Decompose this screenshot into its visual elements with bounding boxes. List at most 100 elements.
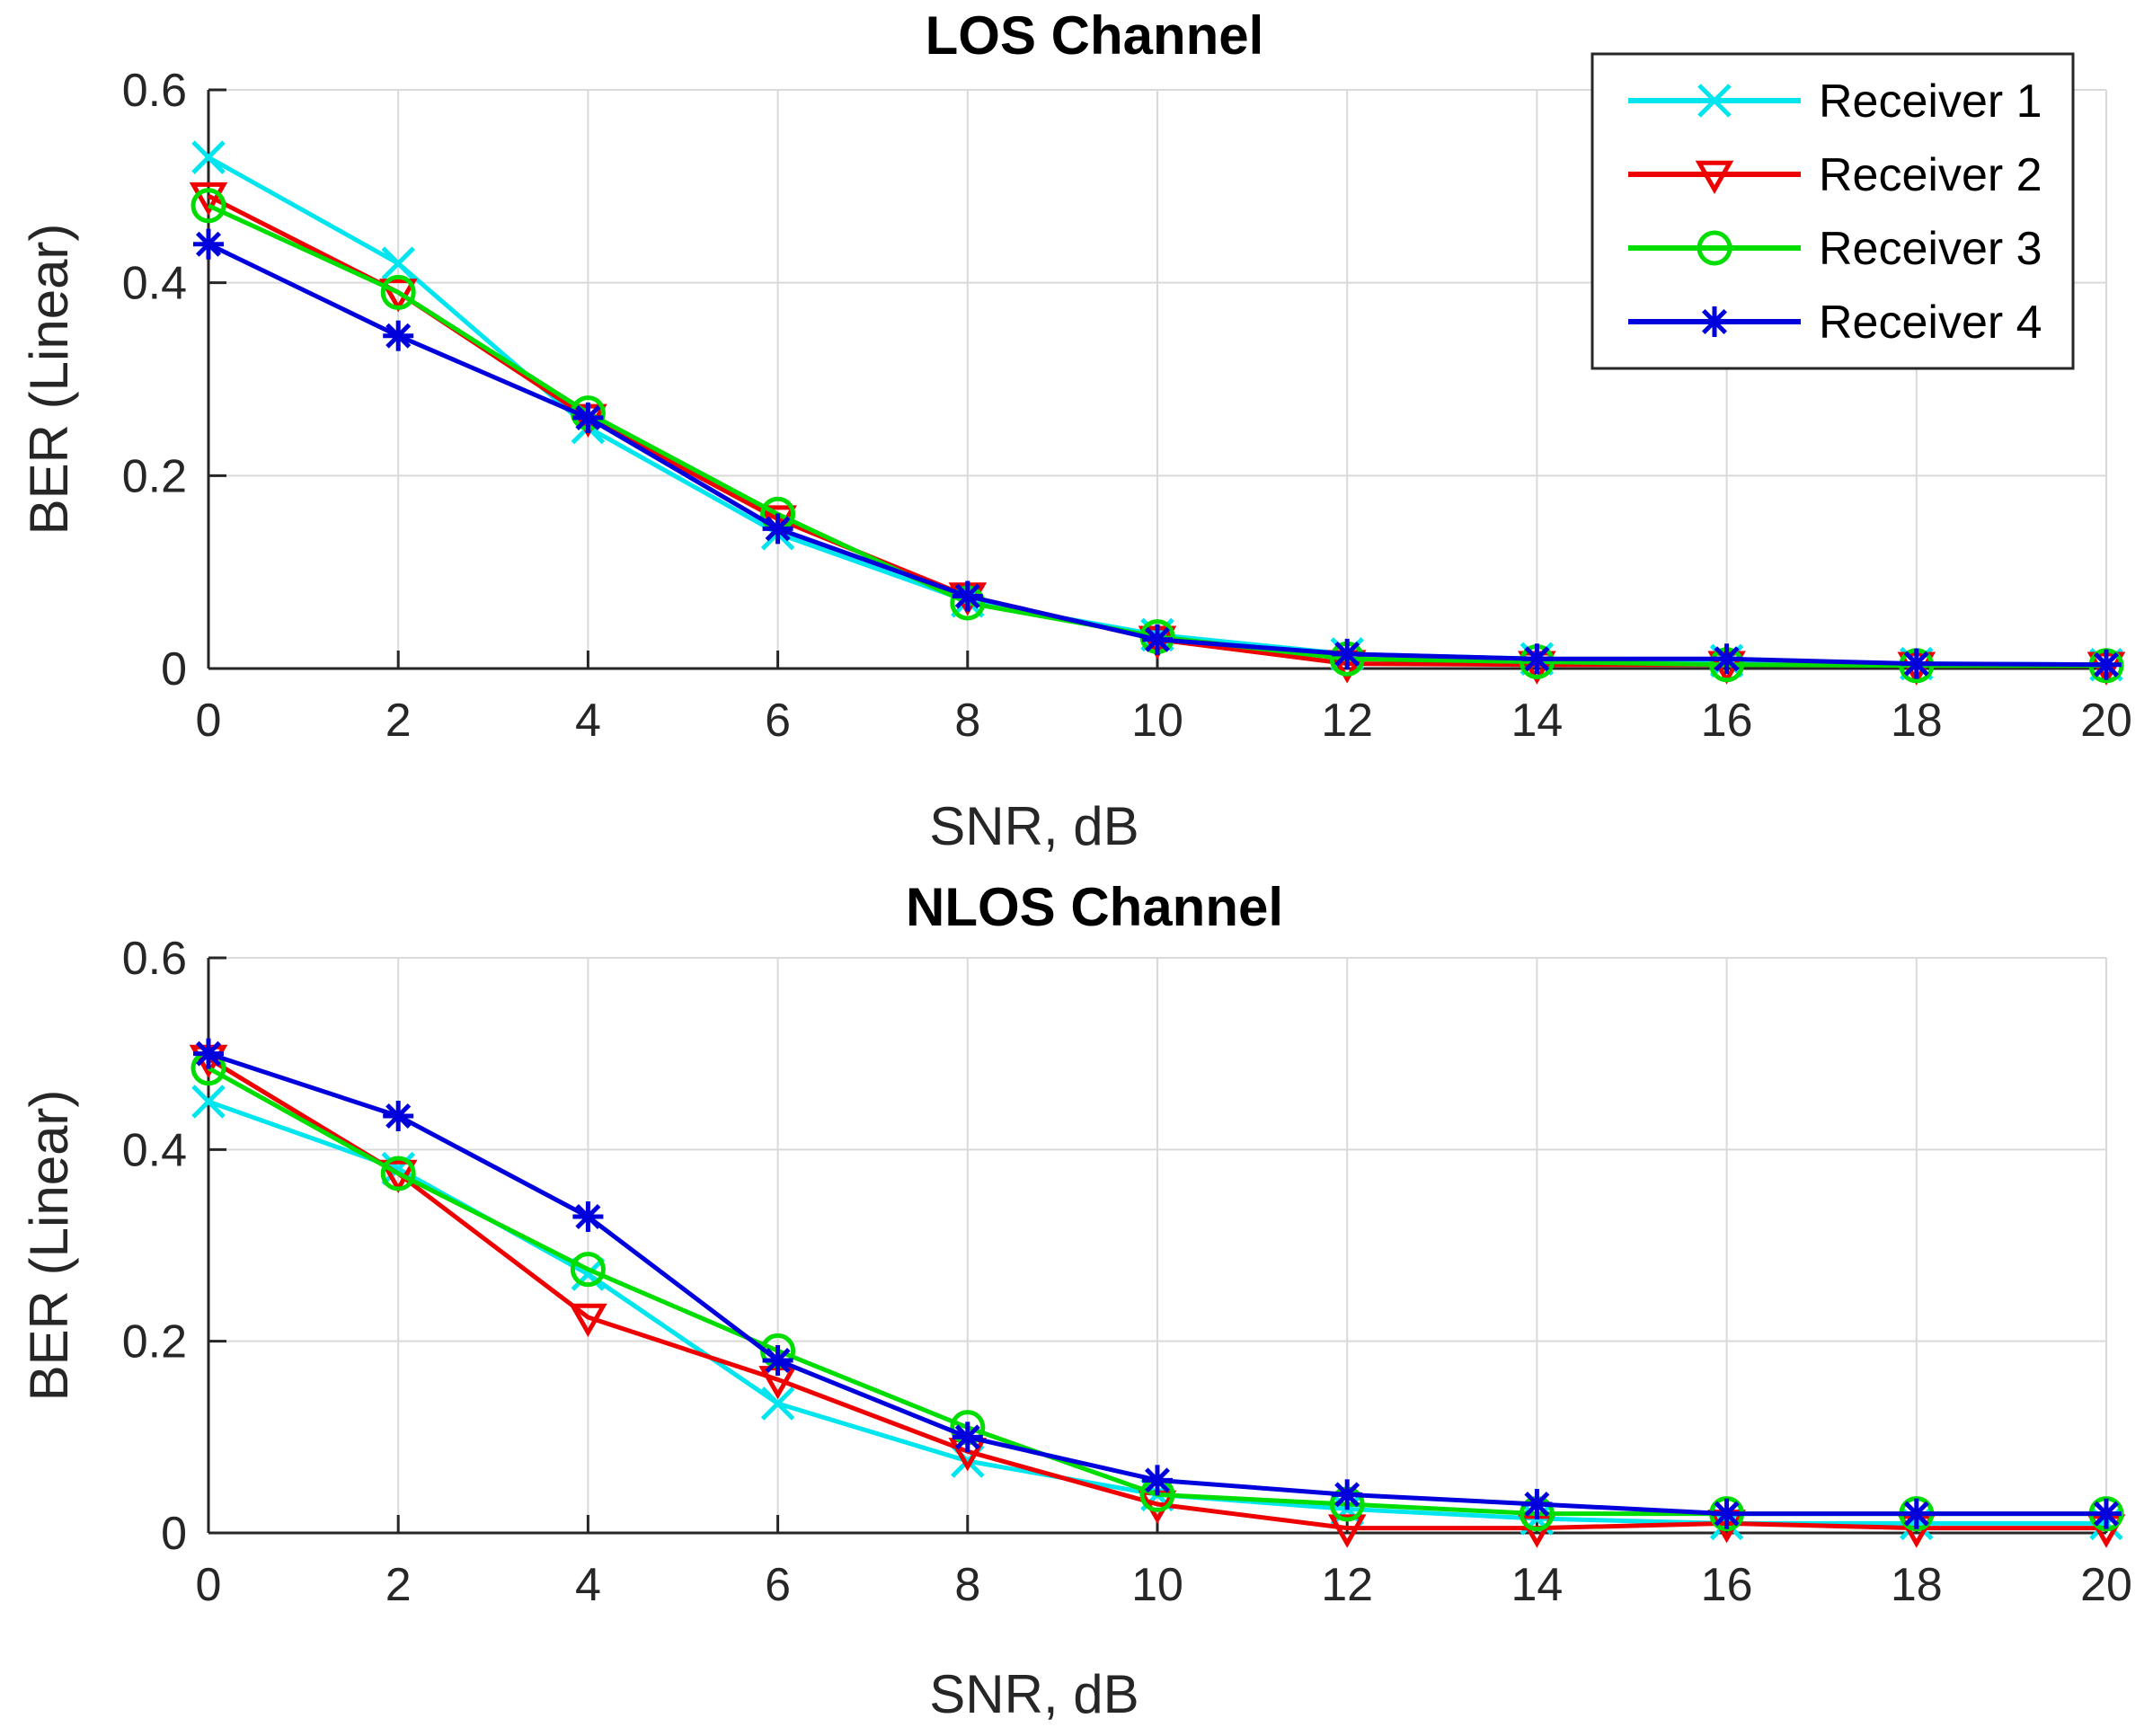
- panel-los-channel-series-receiver-4-point-20-stroke-b: [2093, 651, 2120, 678]
- panel-nlos-channel-x-tick-label-12: 12: [1321, 1559, 1373, 1611]
- panel-los-channel-series-receiver-4-point-2-stroke-b: [385, 323, 412, 349]
- panel-los-channel-legend-entry-receiver-3-marker: [1697, 230, 1732, 266]
- panel-los-channel-series-receiver-4-point-18-stroke-b: [1903, 651, 1929, 677]
- panel-los-channel-legend-entry-receiver-2-marker-shape: [1695, 160, 1734, 195]
- panel-los-channel-series-receiver-1-point-2-stroke-b: [381, 246, 415, 280]
- panel-nlos-channel-series-receiver-4-point-0: [193, 1038, 224, 1069]
- panel-los-channel-series-receiver-4-point-14-stroke-b: [1524, 646, 1550, 672]
- panel-nlos-channel-series-receiver-4-point-12-stroke-b: [1334, 1482, 1360, 1508]
- panel-nlos-channel-x-tick-label-4: 4: [575, 1559, 601, 1611]
- panel-los-channel-series-receiver-1-point-0: [191, 140, 226, 174]
- panel-nlos-channel-series-receiver-4-point-2: [383, 1101, 414, 1131]
- panel-nlos-channel-x-tick-label-10: 10: [1131, 1559, 1183, 1611]
- panel-los-channel-series-receiver-4-point-8-stroke-b: [954, 583, 980, 609]
- nlos-channel-plot: 0 2 4 6 8 10 12 14 16 18 20 0 0.2 0.4 0.6 NLOS Channel S…: [19, 877, 2132, 1724]
- panel-los-channel-y-tick-label-0-2: 0.2: [122, 450, 187, 502]
- panel-los-channel-series-receiver-3-point-0-shape: [190, 188, 226, 224]
- panel-los-channel-legend-entry-receiver-1-marker: [1697, 84, 1732, 118]
- panel-nlos-channel-series-receiver-4-point-14-stroke-b: [1524, 1491, 1550, 1518]
- panel-nlos-channel-x-tick-label-20: 20: [2080, 1559, 2132, 1611]
- panel-nlos-channel-x-tick-label-18: 18: [1891, 1559, 1943, 1611]
- panel-los-channel-legend-entry-receiver-4-marker-stroke-b: [1701, 308, 1728, 335]
- panel-los-channel-series-receiver-3-point-2-shape: [380, 274, 416, 310]
- panel-nlos-channel-series-receiver-2-point-4-shape: [569, 1303, 607, 1338]
- panel-los-channel-x-tick-label-8: 8: [954, 695, 980, 747]
- panel-nlos-channel-series-receiver-3-point-4-shape: [570, 1252, 606, 1288]
- panel-los-channel-series-receiver-1-point-2: [381, 246, 415, 280]
- panel-los-channel-legend-entry-receiver-3-label: Receiver 3: [1819, 223, 2042, 275]
- panel-nlos-channel-series-receiver-1-point-0: [191, 1085, 226, 1119]
- panel-nlos-channel-series-receiver-4-point-6-stroke-b: [765, 1347, 791, 1374]
- panel-nlos-channel-series-receiver-2-point-12: [1327, 1514, 1367, 1548]
- panel-nlos-channel-series-receiver-4-point-10: [1142, 1465, 1173, 1496]
- panel-los-channel-legend-entry-receiver-2-label: Receiver 2: [1819, 149, 2042, 201]
- panel-nlos-channel-series-receiver-1-point-0-stroke-b: [191, 1085, 226, 1119]
- panel-los-channel-series-receiver-4-point-0: [193, 228, 224, 260]
- panel-nlos-channel-series-receiver-4-point-12: [1332, 1479, 1363, 1510]
- panel-los-channel-series-receiver-4-point-16: [1711, 643, 1742, 675]
- panel-los-channel-legend-entry-receiver-3-marker-shape: [1697, 230, 1732, 266]
- panel-nlos-channel-series-receiver-1-point-6: [760, 1386, 795, 1421]
- panel-nlos-channel-y-tick-label-0-6: 0.6: [122, 933, 187, 985]
- panel-nlos-channel-y-axis-label: BER (Linear): [19, 1090, 79, 1402]
- panel-nlos-channel-x-axis-label: SNR, dB: [929, 1664, 1139, 1724]
- panel-nlos-channel-series-receiver-4-point-16: [1711, 1498, 1742, 1529]
- panel-nlos-channel-x-tick-label-8: 8: [954, 1559, 980, 1611]
- panel-los-channel-series-receiver-4-point-14: [1521, 643, 1553, 675]
- panel-nlos-channel-y-tick-label-0-2: 0.2: [122, 1316, 187, 1368]
- panel-los-channel-series-receiver-4-point-18: [1900, 648, 1932, 679]
- panel-los-channel-x-tick-label-20: 20: [2080, 695, 2132, 747]
- panel-nlos-channel-series-receiver-1-point-2-stroke-b: [381, 1151, 415, 1186]
- panel-los-channel-series-receiver-4-point-10-stroke-b: [1144, 626, 1171, 652]
- panel-nlos-channel-x-tick-label-14: 14: [1511, 1559, 1563, 1611]
- panel-los-channel-series-receiver-4-point-10: [1142, 624, 1173, 655]
- panel-nlos-channel-series-receiver-3-point-2: [380, 1156, 416, 1191]
- panel-los-channel-y-axis-label: BER (Linear): [19, 224, 79, 536]
- panel-los-channel-series-receiver-3-point-0: [190, 188, 226, 224]
- panel-nlos-channel-x-tick-label-0: 0: [196, 1559, 222, 1611]
- panel-nlos-channel-series-receiver-2-point-4: [569, 1303, 607, 1338]
- panel-nlos-channel-series-receiver-4-point-6: [762, 1345, 793, 1376]
- panel-los-channel-series-receiver-2-point-2-shape: [378, 279, 418, 313]
- panel-los-channel-series-receiver-4-point-2: [383, 320, 414, 351]
- panel-nlos-channel-series-receiver-4-point-8-stroke-b: [954, 1424, 980, 1450]
- panel-nlos-channel-series-receiver-4-point-20: [2091, 1498, 2122, 1529]
- panel-los-channel-series-receiver-4-point-6-stroke-b: [765, 516, 791, 542]
- panel-los-channel-legend-entry-receiver-1-marker-stroke-b: [1697, 84, 1732, 118]
- panel-nlos-channel-series-receiver-4-point-4-stroke-b: [575, 1203, 601, 1230]
- panel-nlos-channel-x-tick-label-2: 2: [385, 1559, 412, 1611]
- panel-nlos-channel-x-tick-label-6: 6: [765, 1559, 791, 1611]
- panel-los-channel-legend-entry-receiver-2-marker: [1695, 160, 1734, 195]
- panel-nlos-channel-series-receiver-4-point-16-stroke-b: [1714, 1501, 1740, 1527]
- panel-los-channel-x-tick-label-10: 10: [1131, 695, 1183, 747]
- panel-nlos-channel-series-receiver-4-point-20-stroke-b: [2093, 1501, 2120, 1527]
- panel-nlos-channel-y-tick-label-0-4: 0.4: [122, 1124, 187, 1176]
- panel-los-channel-x-tick-label-18: 18: [1891, 695, 1943, 747]
- panel-los-channel-x-tick-label-4: 4: [575, 695, 601, 747]
- panel-los-channel-series-receiver-1-point-0-stroke-b: [191, 140, 226, 174]
- panel-nlos-channel-series-receiver-4-point-4: [572, 1201, 604, 1232]
- panel-nlos-channel-series-receiver-4-point-10-stroke-b: [1144, 1467, 1171, 1493]
- panel-los-channel-legend-entry-receiver-1-label: Receiver 1: [1819, 75, 2042, 128]
- panel-los-channel-y-tick-label-0-6: 0.6: [122, 65, 187, 117]
- panel-los-channel-x-tick-label-16: 16: [1701, 695, 1753, 747]
- panel-nlos-channel-series-receiver-4-point-18: [1900, 1498, 1932, 1529]
- panel-los-channel-x-tick-label-2: 2: [385, 695, 412, 747]
- panel-los-channel-x-tick-label-6: 6: [765, 695, 791, 747]
- panel-los-channel-series-receiver-4-point-20: [2091, 649, 2122, 680]
- panel-los-channel-x-tick-label-14: 14: [1511, 695, 1563, 747]
- panel-los-channel-x-tick-label-0: 0: [196, 695, 222, 747]
- panel-nlos-channel-series-receiver-4-point-18-stroke-b: [1903, 1501, 1929, 1527]
- panel-nlos-channel-y-tick-label-0: 0: [161, 1508, 187, 1560]
- panel-nlos-channel-series-receiver-4-point-0-stroke-b: [195, 1041, 222, 1067]
- panel-los-channel-legend-entry-receiver-4-marker: [1699, 306, 1730, 337]
- panel-los-channel-series-receiver-2-point-0-shape: [189, 182, 228, 217]
- panel-nlos-channel-title: NLOS Channel: [906, 877, 1283, 937]
- panel-los-channel-x-tick-label-12: 12: [1321, 695, 1373, 747]
- panel-los-channel-y-tick-label-0: 0: [161, 643, 187, 695]
- panel-los-channel-series-receiver-4-point-8: [952, 580, 983, 612]
- panel-los-channel-series-receiver-4-point-4: [572, 402, 604, 433]
- panel-nlos-channel-series-receiver-2-point-12-shape: [1327, 1514, 1367, 1548]
- panel-nlos-channel-series-receiver-2-line: [207, 1056, 2106, 1531]
